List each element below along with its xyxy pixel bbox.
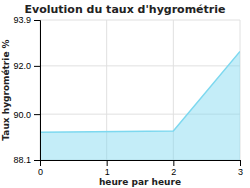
axis-line [41,161,241,167]
tick: 0 [38,160,43,177]
tick-mark [34,160,40,161]
tick-mark [240,160,241,166]
tick-mark [173,160,174,166]
tick-mark [34,66,40,67]
chart: 0 1 2 3 88.1 90.0 92.0 93.9Evolution du taux d'… [0,0,250,188]
marks [40,51,240,160]
grid-line [40,20,240,21]
grid-line [40,65,240,66]
tick-label: 2 [171,167,176,177]
tick-label: 88.1 [13,155,31,165]
tick: 3 [238,160,243,177]
y-axis: 88.1 90.0 92.0 93.9 [13,15,40,165]
x-axis-title: heure par heure [99,177,181,187]
tick: 92.0 [13,61,40,71]
tick-label: 3 [238,167,243,177]
tick: 2 [171,160,176,177]
tick-label: 90.0 [13,110,31,120]
tick-label: 92.0 [13,61,31,71]
area [40,51,240,160]
tick-label: 0 [38,167,43,177]
tick: 93.9 [13,15,40,25]
tick-mark [107,160,108,166]
tick: 88.1 [13,155,40,165]
y-axis-title: Taux hygrométrie % [1,39,11,140]
title: Evolution du taux d'hygrométrie [25,3,226,16]
tick-mark [34,20,40,21]
line [40,51,240,132]
plot-area: 0 1 2 3 88.1 90.0 92.0 93.9 [13,15,243,177]
tick: 90.0 [13,110,40,120]
x-axis: 0 1 2 3 [38,160,243,177]
tick-mark [34,114,40,115]
tick-label: 1 [105,167,110,177]
axis-line [34,21,41,161]
tick: 1 [105,160,110,177]
grid [40,20,240,160]
tick-label: 93.9 [13,15,31,25]
